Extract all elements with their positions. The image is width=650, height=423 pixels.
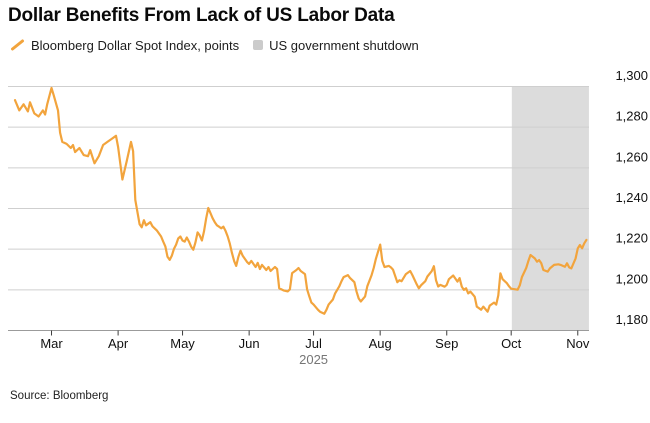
x-tick-label-may: May bbox=[170, 336, 195, 351]
y-axis-label: 1,220 bbox=[615, 231, 648, 246]
legend-item-index: Bloomberg Dollar Spot Index, points bbox=[10, 38, 239, 53]
x-tick-label-jun: Jun bbox=[239, 336, 260, 351]
y-axis-label: 1,280 bbox=[615, 109, 648, 124]
x-tick-label-mar: Mar bbox=[40, 336, 63, 351]
chart-legend: Bloomberg Dollar Spot Index, points US g… bbox=[10, 37, 419, 53]
x-tick-label-oct: Oct bbox=[501, 336, 522, 351]
x-tick-label-apr: Apr bbox=[108, 336, 129, 351]
legend-label-shutdown: US government shutdown bbox=[269, 37, 419, 53]
y-axis-label: 1,260 bbox=[615, 149, 648, 164]
legend-label-index: Bloomberg Dollar Spot Index, points bbox=[31, 37, 240, 53]
band-series-swatch-icon bbox=[253, 40, 264, 50]
y-axis-label: 1,200 bbox=[615, 271, 648, 286]
x-tick-label-nov: Nov bbox=[566, 336, 590, 351]
index-price-line bbox=[13, 86, 588, 315]
y-axis-label: 1,180 bbox=[615, 312, 648, 327]
chart-title: Dollar Benefits From Lack of US Labor Da… bbox=[8, 5, 395, 26]
y-axis-label: 1,300 bbox=[615, 68, 648, 83]
x-axis-year-label: 2025 bbox=[299, 352, 328, 367]
x-tick-label-sep: Sep bbox=[435, 336, 458, 351]
line-series-swatch-icon bbox=[11, 39, 24, 51]
legend-item-shutdown: US government shutdown bbox=[253, 38, 419, 53]
y-axis-label: 1,240 bbox=[615, 190, 648, 205]
x-tick-label-aug: Aug bbox=[369, 336, 392, 351]
source-note: Source: Bloomberg bbox=[10, 390, 109, 402]
x-tick-label-jul: Jul bbox=[305, 336, 322, 351]
